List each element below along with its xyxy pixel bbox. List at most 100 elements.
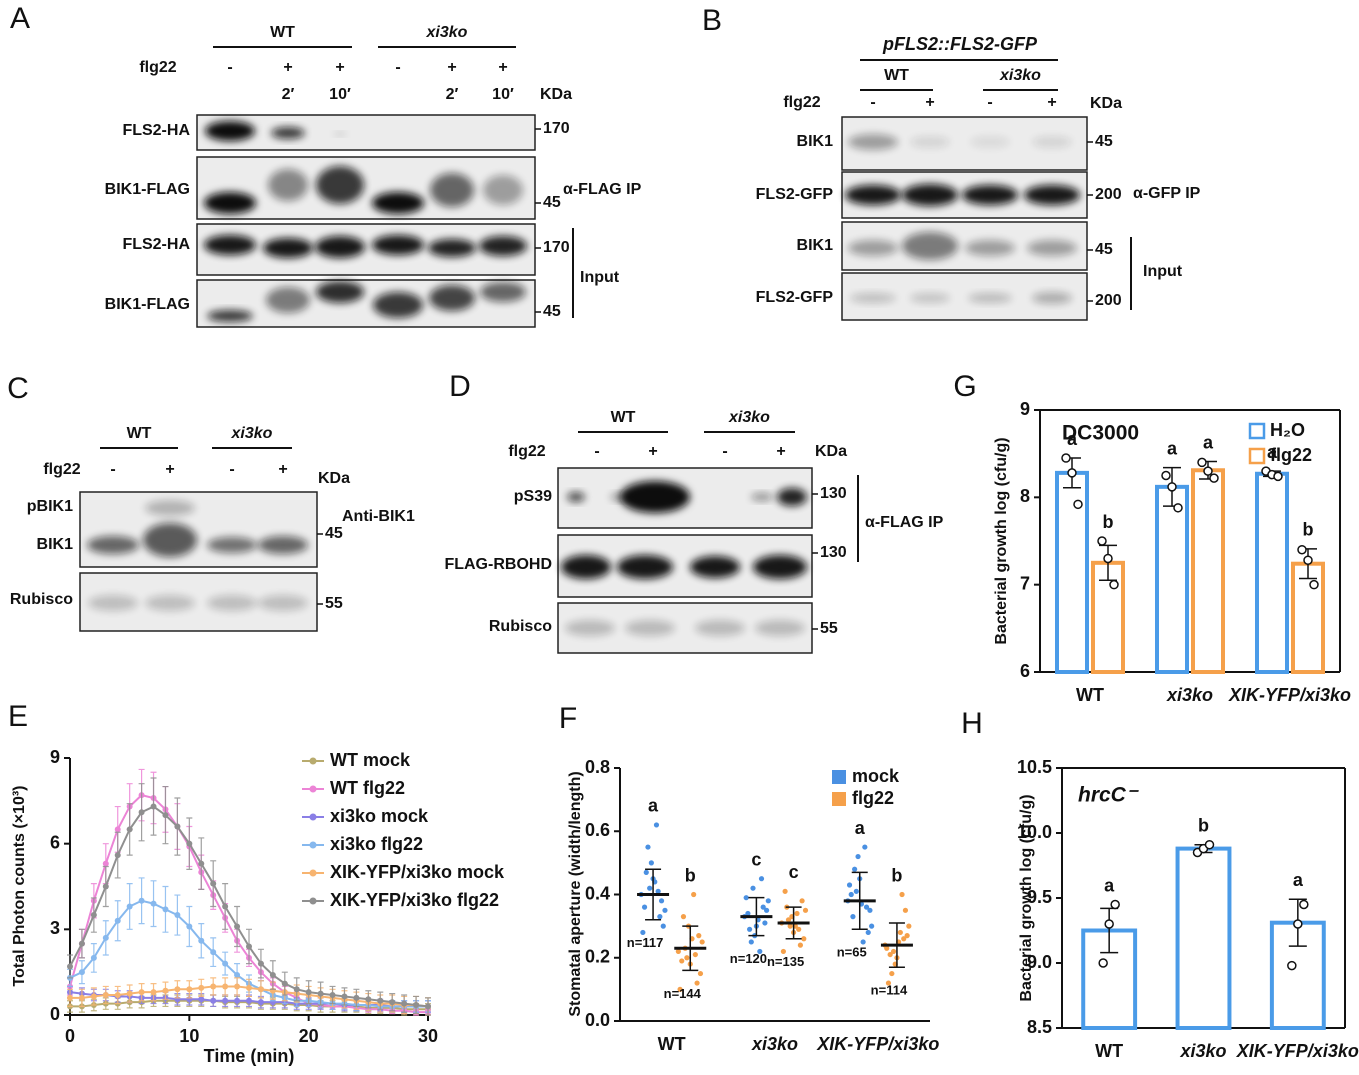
legend-swatch bbox=[832, 792, 846, 806]
significance-letter: b bbox=[1103, 512, 1114, 532]
data-point bbox=[126, 903, 133, 910]
treatment-sign: + bbox=[925, 94, 934, 111]
significance-letter: a bbox=[1167, 438, 1178, 458]
data-point bbox=[102, 860, 109, 867]
bracket-label: Input bbox=[580, 269, 620, 286]
treatment-sign: + bbox=[776, 443, 785, 460]
data-point bbox=[317, 990, 324, 997]
blot-band bbox=[258, 536, 308, 554]
n-label: n=120 bbox=[730, 951, 767, 966]
legend-label: xi3ko mock bbox=[330, 806, 429, 826]
legend-swatch bbox=[309, 897, 317, 905]
bar bbox=[1155, 484, 1189, 674]
blot-band bbox=[143, 523, 197, 557]
data-point bbox=[757, 948, 763, 955]
y-tick-label: 6 bbox=[50, 832, 60, 852]
data-point bbox=[765, 898, 771, 904]
data-point bbox=[696, 933, 702, 939]
data-point bbox=[138, 809, 145, 816]
y-axis-label: Stomatal aperture (width/length) bbox=[567, 771, 584, 1016]
treatment-sign: + bbox=[1047, 94, 1056, 111]
legend-swatch bbox=[309, 757, 317, 765]
sd-bar bbox=[682, 925, 699, 972]
data-point bbox=[863, 904, 870, 910]
blot-band bbox=[845, 185, 901, 205]
y-tick-label: 9 bbox=[1020, 399, 1030, 419]
blot-band bbox=[910, 136, 950, 148]
data-point bbox=[126, 990, 133, 997]
significance-letter: a bbox=[1203, 432, 1214, 452]
data-point bbox=[413, 1002, 420, 1009]
treatment-sign: + bbox=[278, 461, 287, 478]
significance-letter: a bbox=[1267, 442, 1278, 462]
blot-band bbox=[207, 310, 253, 322]
data-point bbox=[758, 876, 765, 882]
blot-band bbox=[753, 555, 807, 579]
data-point bbox=[1167, 482, 1177, 492]
data-point bbox=[1203, 466, 1213, 476]
data-point bbox=[1073, 499, 1083, 510]
data-point bbox=[90, 954, 97, 961]
unit-label: KDa bbox=[540, 86, 572, 103]
data-point bbox=[281, 980, 288, 987]
marker-label: 130 bbox=[820, 544, 847, 561]
blot-band bbox=[316, 166, 364, 204]
legend-swatch bbox=[309, 785, 317, 793]
data-point bbox=[365, 996, 372, 1003]
data-point bbox=[747, 926, 753, 932]
marker-label: 45 bbox=[543, 303, 561, 320]
data-point bbox=[643, 869, 649, 875]
data-point bbox=[246, 997, 252, 1004]
data-point bbox=[645, 844, 651, 850]
legend-label: XIK-YFP/xi3ko flg22 bbox=[330, 890, 499, 910]
treatment-sign: - bbox=[987, 94, 992, 111]
data-point bbox=[377, 997, 384, 1004]
bar bbox=[1175, 846, 1232, 1030]
data-point bbox=[787, 923, 793, 929]
y-tick-label: 9.5 bbox=[1027, 887, 1052, 907]
group-label: WT bbox=[270, 24, 295, 41]
x-tick-label: XIK-YFP/xi3ko bbox=[1228, 685, 1351, 705]
y-tick-label: 0.6 bbox=[585, 820, 610, 840]
panel-label: C bbox=[7, 372, 29, 405]
data-point bbox=[802, 907, 809, 913]
legend-swatch bbox=[1248, 447, 1266, 465]
data-point bbox=[1303, 555, 1313, 565]
data-point bbox=[222, 983, 229, 990]
time-label: 2′ bbox=[446, 86, 459, 103]
panel-label: D bbox=[449, 370, 471, 403]
legend-label: H₂O bbox=[1270, 420, 1305, 440]
blot-band bbox=[333, 132, 347, 136]
data-point bbox=[799, 898, 805, 904]
legend-label: WT flg22 bbox=[330, 778, 405, 798]
data-point bbox=[1173, 503, 1183, 513]
data-point bbox=[853, 888, 859, 894]
y-tick-label: 10.5 bbox=[1017, 757, 1052, 777]
x-tick-label: xi3ko bbox=[1179, 1041, 1226, 1061]
bracket-label: α-FLAG IP bbox=[865, 514, 944, 531]
data-point bbox=[904, 933, 910, 939]
row-label: FLS2-HA bbox=[122, 236, 190, 253]
data-point bbox=[750, 885, 756, 891]
x-tick-label: WT bbox=[658, 1034, 686, 1054]
data-point bbox=[186, 923, 193, 930]
data-point bbox=[234, 983, 241, 990]
data-point bbox=[67, 994, 73, 1001]
blot-band bbox=[207, 595, 257, 611]
x-tick-label: 20 bbox=[299, 1026, 319, 1046]
x-tick-label: XIK-YFP/xi3ko bbox=[816, 1034, 939, 1054]
group-label: WT bbox=[611, 409, 636, 426]
data-point bbox=[852, 866, 858, 872]
data-point bbox=[222, 903, 229, 910]
data-point bbox=[691, 891, 697, 898]
row-label: Rubisco bbox=[489, 618, 552, 635]
data-point bbox=[102, 992, 109, 999]
data-point bbox=[246, 943, 252, 950]
data-point bbox=[269, 972, 276, 979]
bar bbox=[1255, 471, 1289, 674]
bracket-label: α-GFP IP bbox=[1133, 185, 1201, 202]
significance-letter: b bbox=[685, 865, 696, 885]
y-axis-label: Bacterial growth log (cfu/g) bbox=[993, 437, 1010, 644]
data-point bbox=[102, 883, 109, 890]
